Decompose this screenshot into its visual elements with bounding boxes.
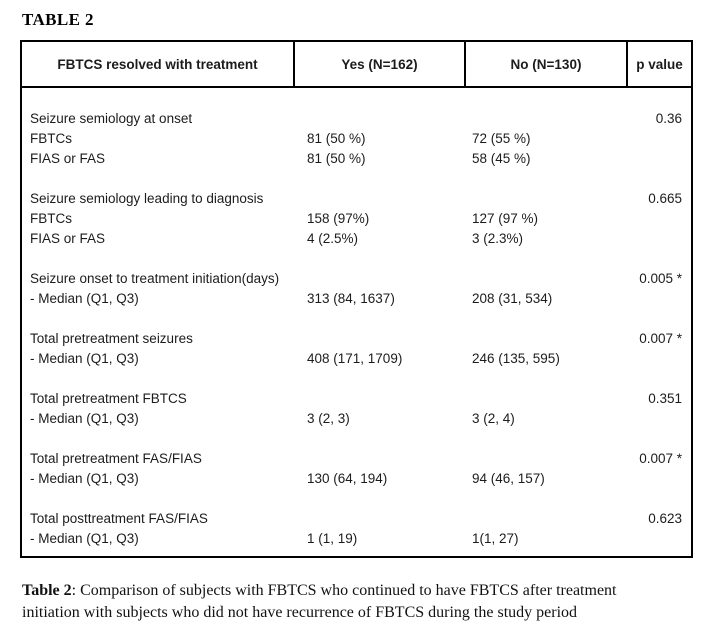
empty-p-cell bbox=[647, 349, 691, 369]
no-value-cell: 246 (135, 595) bbox=[472, 351, 560, 366]
caption-line-2: initiation with subjects who did not hav… bbox=[22, 604, 578, 621]
table-header-row: FBTCS resolved with treatment Yes (N=162… bbox=[22, 42, 691, 88]
table-row: FIAS or FAS 81 (50 %) 58 (45 %) bbox=[22, 149, 691, 169]
empty-p-cell bbox=[647, 529, 691, 549]
document-title: TABLE 2 bbox=[22, 10, 94, 29]
row-label-cell: FBTCs bbox=[30, 211, 72, 226]
yes-value-cell: 1 (1, 19) bbox=[307, 531, 358, 546]
group-label: Total posttreatment FAS/FIAS bbox=[30, 511, 208, 526]
caption-line-1: Table 2: Comparison of subjects with FBT… bbox=[22, 580, 616, 602]
group-label: Total pretreatment FAS/FIAS bbox=[30, 451, 202, 466]
group-label: Seizure onset to treatment initiation(da… bbox=[30, 271, 280, 286]
group-label: Total pretreatment seizures bbox=[30, 331, 193, 346]
header-cell-yes: Yes (N=162) bbox=[295, 42, 466, 86]
table-row: - Median (Q1, Q3) 130 (64, 194) 94 (46, 15… bbox=[22, 469, 691, 489]
row-label-cell: - Median (Q1, Q3) bbox=[30, 471, 139, 486]
no-value-cell: 1(1, 27) bbox=[472, 531, 519, 546]
yes-value-cell: 408 (171, 1709) bbox=[307, 351, 403, 366]
empty-p-cell bbox=[647, 149, 691, 169]
no-value-cell: 58 (45 %) bbox=[472, 151, 531, 166]
p-value: 0.007 * bbox=[639, 331, 682, 346]
table-caption: Table 2: Comparison of subjects with FBT… bbox=[22, 580, 616, 624]
yes-value-cell: 4 (2.5%) bbox=[307, 231, 359, 246]
group-header-row: Total pretreatment FAS/FIAS 0.007 * bbox=[22, 449, 691, 469]
no-value-cell: 127 (97 %) bbox=[472, 211, 539, 226]
yes-value-cell: 81 (50 %) bbox=[307, 131, 366, 146]
empty-p-cell bbox=[647, 209, 691, 229]
group-header-row: Total pretreatment FBTCS 0.351 bbox=[22, 389, 691, 409]
row-label-cell: - Median (Q1, Q3) bbox=[30, 351, 139, 366]
empty-p-cell bbox=[647, 129, 691, 149]
table-row: FBTCs 158 (97%) 127 (97 %) bbox=[22, 209, 691, 229]
empty-p-cell bbox=[647, 409, 691, 429]
table-group: Seizure semiology leading to diagnosis 0.… bbox=[22, 189, 691, 249]
header-cell-row-label: FBTCS resolved with treatment bbox=[22, 42, 295, 86]
p-value: 0.623 bbox=[648, 511, 682, 526]
table-row: - Median (Q1, Q3) 408 (171, 1709) 246 (135… bbox=[22, 349, 691, 369]
row-label-cell: - Median (Q1, Q3) bbox=[30, 531, 139, 546]
no-value-cell: 72 (55 %) bbox=[472, 131, 531, 146]
p-value: 0.005 * bbox=[639, 271, 682, 286]
no-value-cell: 94 (46, 157) bbox=[472, 471, 545, 486]
p-value: 0.36 bbox=[655, 111, 682, 126]
yes-value-cell: 158 (97%) bbox=[307, 211, 370, 226]
comparison-table: FBTCS resolved with treatment Yes (N=162… bbox=[20, 40, 693, 558]
no-value-cell: 208 (31, 534) bbox=[472, 291, 553, 306]
yes-value-cell: 81 (50 %) bbox=[307, 151, 366, 166]
caption-text-1: : Comparison of subjects with FBTCS who … bbox=[71, 582, 617, 599]
group-header-row: Total posttreatment FAS/FIAS 0.623 bbox=[22, 509, 691, 529]
empty-p-cell bbox=[647, 229, 691, 249]
table-body: Seizure semiology at onset 0.36 FBTCs 81 (5… bbox=[22, 88, 691, 556]
yes-value-cell: 130 (64, 194) bbox=[307, 471, 388, 486]
table-group: Total posttreatment FAS/FIAS 0.623 - Media… bbox=[22, 509, 691, 549]
table-row: FIAS or FAS 4 (2.5%) 3 (2.3%) bbox=[22, 229, 691, 249]
p-value: 0.665 bbox=[648, 191, 682, 206]
table-group: Seizure onset to treatment initiation(da… bbox=[22, 269, 691, 309]
table-group: Total pretreatment seizures 0.007 * - Medi… bbox=[22, 329, 691, 369]
no-value-cell: 3 (2, 4) bbox=[472, 411, 515, 426]
group-header-row: Total pretreatment seizures 0.007 * bbox=[22, 329, 691, 349]
table-group: Total pretreatment FAS/FIAS 0.007 * - Medi… bbox=[22, 449, 691, 489]
no-value-cell: 3 (2.3%) bbox=[472, 231, 524, 246]
table-group: Seizure semiology at onset 0.36 FBTCs 81 (5… bbox=[22, 109, 691, 169]
row-label-cell: - Median (Q1, Q3) bbox=[30, 291, 139, 306]
group-header-row: Seizure semiology leading to diagnosis 0.… bbox=[22, 189, 691, 209]
row-label-cell: FBTCs bbox=[30, 131, 72, 146]
table-row: - Median (Q1, Q3) 313 (84, 1637) 208 (31, … bbox=[22, 289, 691, 309]
table-group: Total pretreatment FBTCS 0.351 - Median (Q… bbox=[22, 389, 691, 429]
header-cell-p-value: p value bbox=[636, 56, 683, 72]
p-value: 0.007 * bbox=[639, 451, 682, 466]
group-header-row: Seizure onset to treatment initiation(da… bbox=[22, 269, 691, 289]
table-row: - Median (Q1, Q3) 1 (1, 19) 1(1, 27) bbox=[22, 529, 691, 549]
empty-p-cell bbox=[647, 289, 691, 309]
row-label-cell: - Median (Q1, Q3) bbox=[30, 411, 139, 426]
group-label: Total pretreatment FBTCS bbox=[30, 391, 187, 406]
yes-value-cell: 313 (84, 1637) bbox=[307, 291, 395, 306]
group-header-row: Seizure semiology at onset 0.36 bbox=[22, 109, 691, 129]
table-row: FBTCs 81 (50 %) 72 (55 %) bbox=[22, 129, 691, 149]
caption-label: Table 2 bbox=[22, 582, 72, 599]
group-label: Seizure semiology at onset bbox=[30, 111, 193, 126]
header-cell-no: No (N=130) bbox=[466, 42, 628, 86]
group-label: Seizure semiology leading to diagnosis bbox=[30, 191, 264, 206]
p-value: 0.351 bbox=[648, 391, 682, 406]
row-label-cell: FIAS or FAS bbox=[30, 151, 106, 166]
table-row: - Median (Q1, Q3) 3 (2, 3) 3 (2, 4) bbox=[22, 409, 691, 429]
empty-p-cell bbox=[647, 469, 691, 489]
yes-value-cell: 3 (2, 3) bbox=[307, 411, 350, 426]
row-label-cell: FIAS or FAS bbox=[30, 231, 106, 246]
